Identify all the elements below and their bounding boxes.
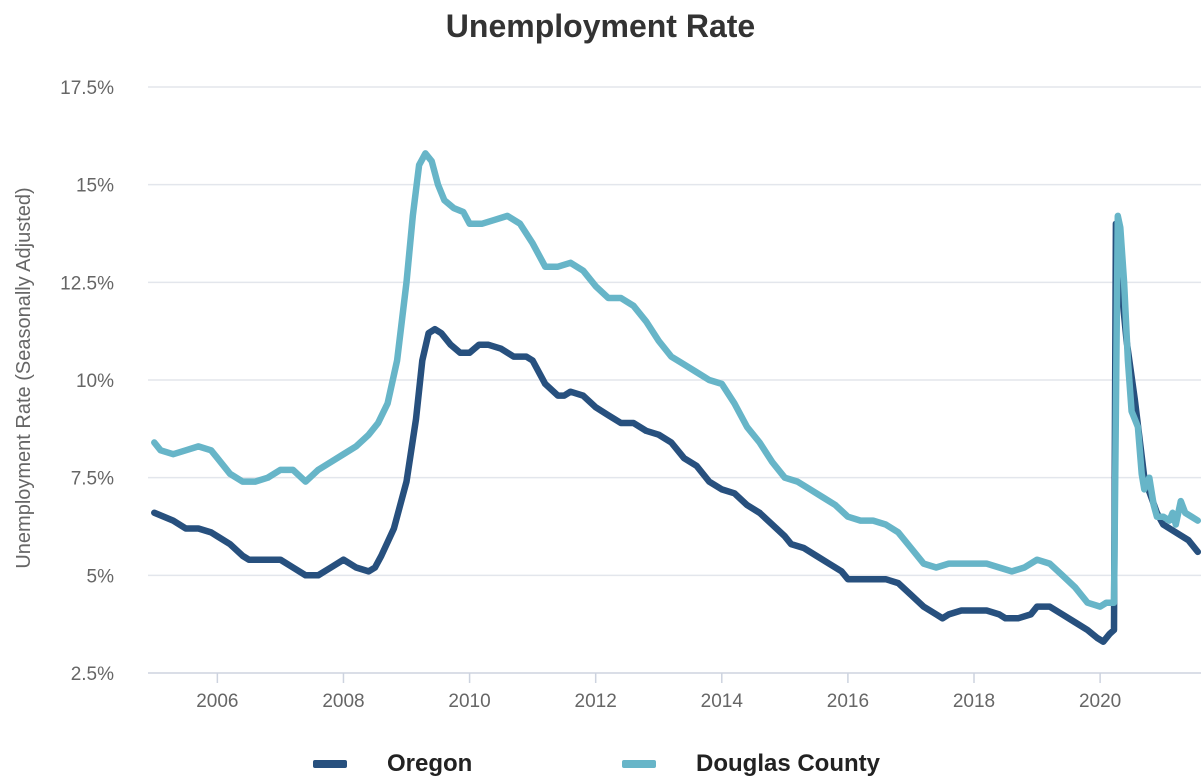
y-tick-label: 10% — [76, 371, 114, 392]
x-tick-label: 2018 — [953, 691, 995, 712]
legend: Oregon Douglas County — [0, 750, 1201, 780]
x-tick-label: 2016 — [827, 691, 869, 712]
y-tick-label: 15% — [76, 176, 114, 197]
y-tick-label: 12.5% — [60, 273, 114, 294]
x-tick-label: 2006 — [196, 691, 238, 712]
x-tick-label: 2020 — [1079, 691, 1121, 712]
series-lines — [151, 150, 1201, 645]
x-tick-label: 2012 — [575, 691, 617, 712]
y-tick-label: 5% — [87, 566, 115, 587]
series-line-oregon — [151, 220, 1201, 645]
legend-swatch-douglas-county — [622, 760, 656, 768]
legend-label-douglas-county: Douglas County — [696, 750, 880, 777]
x-tick-label: 2010 — [448, 691, 490, 712]
x-tick-label: 2008 — [322, 691, 364, 712]
y-tick-labels: 2.5% 5% 7.5% 10% 12.5% 15% 17.5% — [60, 78, 114, 685]
y-tick-label: 2.5% — [71, 664, 114, 685]
gridlines — [148, 86, 1201, 577]
x-tick-label: 2014 — [701, 691, 744, 712]
legend-item-douglas-county[interactable]: Douglas County — [622, 750, 880, 778]
series-line-douglas-county — [151, 150, 1201, 610]
y-tick-label: 17.5% — [60, 78, 114, 99]
legend-swatch-oregon — [313, 760, 347, 768]
x-tick-labels: 2006 2008 2010 2012 2014 2016 2018 2020 — [196, 691, 1121, 712]
chart-title: Unemployment Rate — [445, 8, 756, 44]
legend-item-oregon[interactable]: Oregon — [313, 750, 472, 778]
y-tick-label: 7.5% — [71, 469, 114, 490]
x-axis — [148, 672, 1201, 683]
y-axis-label: Unemployment Rate (Seasonally Adjusted) — [13, 187, 35, 568]
legend-label-oregon: Oregon — [387, 750, 473, 777]
